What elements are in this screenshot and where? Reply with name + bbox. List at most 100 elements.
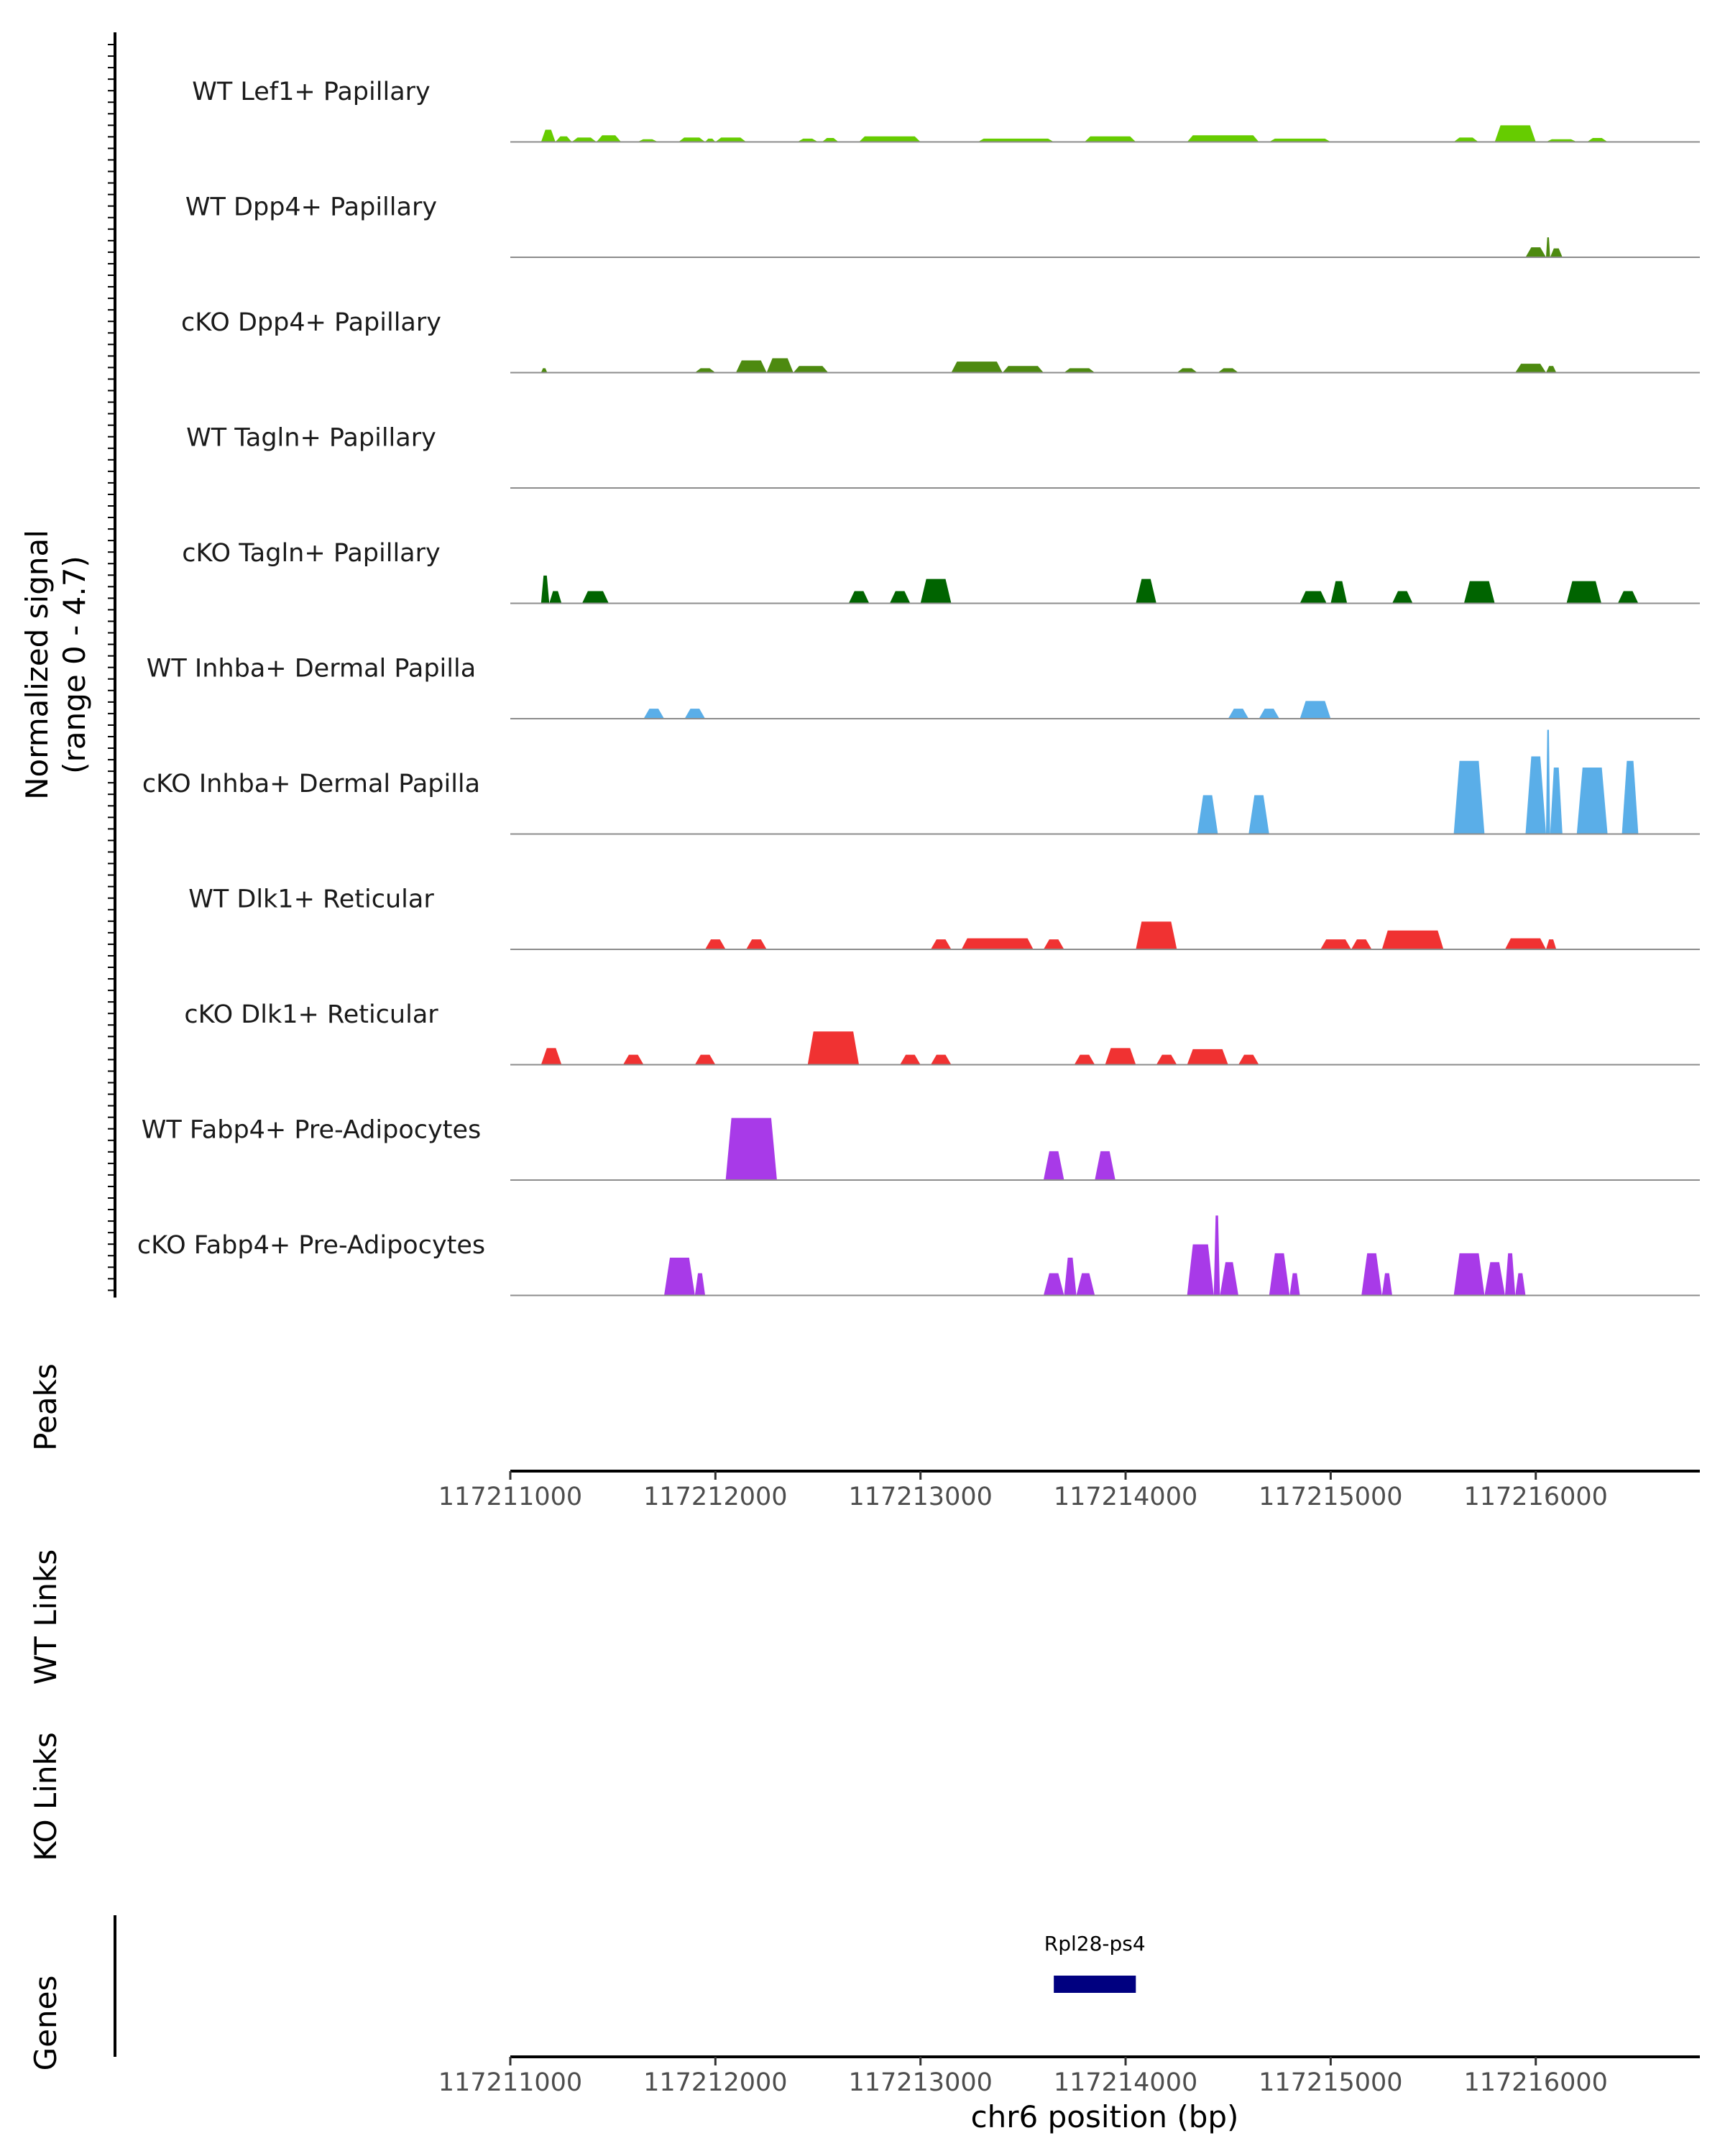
coverage-peak: [664, 1258, 695, 1296]
coverage-peak: [1515, 1273, 1526, 1296]
coverage-peak: [930, 939, 952, 949]
coverage-peak: [1484, 1262, 1505, 1296]
x-axis-label: chr6 position (bp): [971, 2099, 1239, 2134]
coverage-peak: [571, 137, 597, 142]
track-4: cKO Tagln+ Papillary: [182, 539, 1700, 604]
coverage-peak: [705, 138, 716, 142]
coverage-peak: [1064, 1258, 1077, 1296]
track-9: WT Fabp4+ Pre-Adipocytes: [142, 1116, 1700, 1181]
wt-links-panel-label: WT Links: [28, 1549, 63, 1685]
track-6: cKO Inhba+ Dermal Papilla: [142, 729, 1700, 835]
coverage-peak: [848, 591, 870, 604]
coverage-peak: [746, 939, 767, 949]
genes-panel-label: Genes: [28, 1976, 63, 2071]
coverage-peak: [1453, 1253, 1485, 1296]
coverage-peak: [859, 136, 921, 142]
coverage-peak: [684, 709, 706, 719]
coverage-peak: [1566, 581, 1602, 604]
coverage-peak: [1300, 591, 1327, 604]
coverage-peak: [1136, 921, 1177, 949]
x-tick-label: 117215000: [1259, 2068, 1402, 2097]
coverage-peak: [1463, 581, 1495, 604]
coverage-peak: [1545, 939, 1557, 949]
coverage-peak: [1076, 1273, 1095, 1296]
coverage-peak: [1320, 939, 1351, 949]
coverage-peak: [1043, 939, 1064, 949]
x-tick-label: 117213000: [848, 2068, 992, 2097]
coverage-peak: [1545, 237, 1550, 257]
track-label: WT Fabp4+ Pre-Adipocytes: [142, 1116, 481, 1145]
coverage-peak: [1545, 366, 1557, 373]
gene-label: Rpl28-ps4: [1044, 1932, 1146, 1955]
track-7: WT Dlk1+ Reticular: [188, 885, 1700, 950]
coverage-peak: [1084, 136, 1136, 142]
coverage-peak: [1453, 760, 1485, 834]
coverage-peak: [1095, 1151, 1116, 1180]
y-axis-label-range: (range 0 - 4.7): [57, 556, 92, 774]
coverage-peak: [1213, 1215, 1220, 1296]
coverage-peak: [540, 129, 556, 142]
coverage-peak: [540, 575, 550, 604]
gene-track: Rpl28-ps4: [1044, 1932, 1146, 1993]
coverage-peak: [1550, 767, 1563, 834]
coverage-peak: [1525, 247, 1546, 257]
coverage-peak: [694, 1273, 706, 1296]
track-label: cKO Tagln+ Papillary: [182, 539, 441, 568]
coverage-peak: [1269, 1253, 1290, 1296]
coverage-peak: [1187, 1049, 1228, 1065]
coverage-tracks: WT Lef1+ Papillary WT Dpp4+ Papillary cKO …: [137, 78, 1700, 1296]
coverage-peak: [920, 579, 952, 604]
x-tick-label: 117214000: [1054, 1483, 1197, 1511]
genes-x-axis: 117211000 117212000 117213000 117214000 1172…: [438, 2055, 1700, 2097]
coverage-peak: [1381, 930, 1444, 949]
x-tick-label: 117211000: [438, 2068, 582, 2097]
coverage-peak: [1392, 591, 1413, 604]
coverage-peak: [1043, 1151, 1064, 1180]
track-label: WT Inhba+ Dermal Papilla: [147, 655, 476, 683]
coverage-peak: [725, 1118, 777, 1180]
track-label: cKO Dlk1+ Reticular: [184, 1000, 438, 1029]
coverage-peak: [643, 709, 665, 719]
track-label: cKO Inhba+ Dermal Papilla: [142, 770, 480, 798]
peaks-x-axis: 117211000 117212000 117213000 117214000 1172…: [438, 1470, 1700, 1511]
coverage-peak: [1228, 709, 1249, 719]
coverage-peak: [694, 368, 716, 373]
coverage-peak: [678, 137, 706, 142]
coverage-peak: [715, 137, 747, 142]
coverage-peak: [822, 137, 839, 142]
coverage-peak: [1576, 767, 1608, 834]
track-8: cKO Dlk1+ Reticular: [184, 1000, 1700, 1066]
coverage-peak: [1617, 591, 1639, 604]
coverage-peak: [900, 1054, 921, 1065]
coverage-peak: [1259, 709, 1280, 719]
coverage-peak: [961, 938, 1034, 949]
coverage-peak: [797, 138, 819, 142]
coverage-peak: [581, 591, 609, 604]
coverage-peak: [1269, 138, 1331, 142]
coverage-peak: [1494, 125, 1536, 142]
coverage-peak: [735, 360, 767, 373]
x-tick-label: 117214000: [1054, 2068, 1197, 2097]
coverage-peak: [1043, 1273, 1064, 1296]
coverage-peak: [555, 136, 572, 142]
gene-body: [1054, 1976, 1136, 1993]
coverage-peak: [951, 361, 1003, 373]
x-tick-label: 117213000: [848, 1483, 992, 1511]
coverage-peak: [1504, 1253, 1516, 1296]
coverage-peak: [1136, 579, 1156, 604]
track-label: cKO Dpp4+ Papillary: [181, 308, 441, 337]
coverage-peak: [1197, 795, 1218, 834]
coverage-peak: [1064, 368, 1095, 373]
track-1: WT Dpp4+ Papillary: [185, 193, 1700, 258]
track-0: WT Lef1+ Papillary: [192, 78, 1700, 143]
track-label: WT Tagln+ Papillary: [186, 424, 436, 453]
coverage-peak: [1187, 135, 1259, 142]
track-10: cKO Fabp4+ Pre-Adipocytes: [137, 1215, 1700, 1296]
x-tick-label: 117212000: [643, 1483, 787, 1511]
coverage-peak: [1381, 1273, 1392, 1296]
track-3: WT Tagln+ Papillary: [186, 424, 1700, 489]
track-2: cKO Dpp4+ Papillary: [181, 308, 1700, 374]
coverage-peak: [1361, 1253, 1382, 1296]
coverage-peak: [1156, 1054, 1177, 1065]
coverage-peak: [1074, 1054, 1095, 1065]
